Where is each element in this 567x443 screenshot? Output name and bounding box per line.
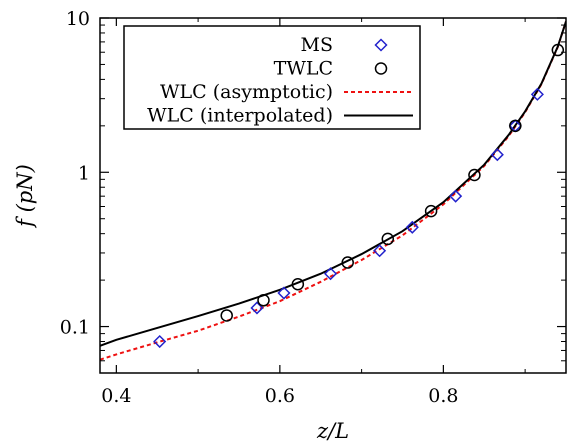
y-tick-label: 1 [78,162,90,184]
y-tick-label: 10 [66,8,90,30]
ms-data-point [277,286,291,300]
legend-marker-circle [374,62,388,75]
twlc-data-point [424,204,438,218]
ms-data-point [405,220,419,234]
legend-label: TWLC [274,58,333,80]
legend-marker-diamond [374,38,388,52]
twlc-data-point [381,232,395,246]
x-tick-label: 0.4 [101,385,131,407]
twlc-data-point [291,278,305,291]
series-line-wlc-interpolated [100,21,566,347]
ms-data-point [250,301,264,315]
legend-label: WLC (interpolated) [147,105,333,127]
plot-frame [99,17,567,374]
ms-data-point [449,189,463,203]
x-tick-label: 0.8 [428,385,458,407]
chart-axes: 0.4 0.6 0.8 0.1 1 10 z/L f (pN) [13,8,567,443]
x-axis-title: z/L [316,419,349,443]
ms-data-point [153,334,167,349]
ms-data-point [530,87,544,101]
twlc-data-point [341,256,354,269]
y-axis-title: f (pN) [13,164,37,229]
legend-box [123,25,421,130]
ms-data-point [373,244,387,258]
legend-label: MS [301,34,333,56]
chart-marks [100,21,566,361]
ms-data-point [490,148,504,162]
twlc-data-point [468,168,481,182]
twlc-data-point [509,119,522,133]
legend-label: WLC (asymptotic) [160,81,333,103]
twlc-data-point [551,43,565,57]
y-tick-label: 0.1 [60,317,90,339]
ms-data-point [323,267,338,281]
x-tick-label: 0.6 [265,385,295,407]
twlc-data-point [257,294,270,307]
twlc-data-point [220,309,233,322]
